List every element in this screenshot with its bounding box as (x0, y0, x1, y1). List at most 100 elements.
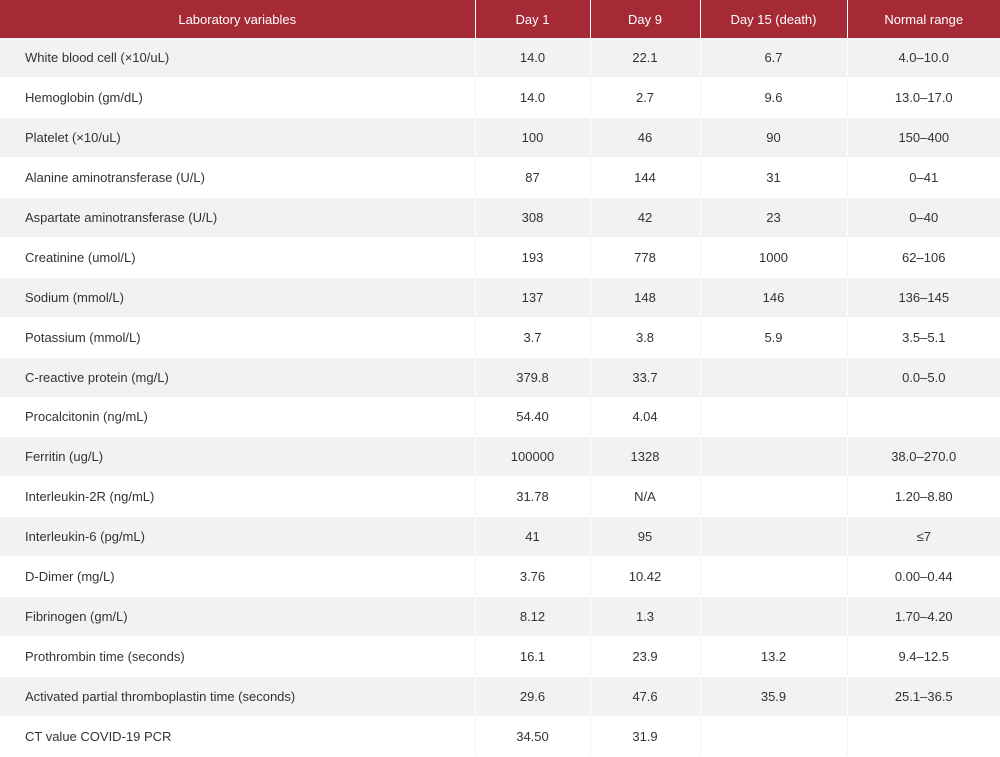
day-1-cell: 16.1 (475, 636, 591, 677)
variable-cell: D-Dimer (mg/L) (0, 556, 476, 597)
day-9-cell: 4.04 (590, 397, 701, 438)
header-row: Laboratory variables Day 1 Day 9 Day 15 … (0, 0, 1000, 38)
day-9-cell: 10.42 (590, 556, 701, 597)
day-9-cell: 144 (590, 157, 701, 199)
table-body: White blood cell (×10/uL) 14.0 22.1 6.7 4.0–… (0, 38, 1000, 757)
normal-range-cell: 9.4–12.5 (847, 636, 1000, 677)
day-15-cell (700, 716, 848, 757)
variable-cell: Fibrinogen (gm/L) (0, 596, 476, 637)
table-row: Hemoglobin (gm/dL) 14.0 2.7 9.6 13.0–17.0 (0, 77, 1000, 119)
column-header-day-15: Day 15 (death) (700, 0, 848, 38)
table-row: Procalcitonin (ng/mL) 54.40 4.04 (0, 397, 1000, 438)
day-1-cell: 41 (475, 516, 591, 558)
column-header-normal-range: Normal range (847, 0, 1000, 38)
table-row: Prothrombin time (seconds) 16.1 23.9 13.2 9.… (0, 636, 1000, 677)
day-1-cell: 100000 (475, 436, 591, 478)
day-15-cell: 9.6 (700, 77, 848, 119)
variable-cell: C-reactive protein (mg/L) (0, 357, 476, 398)
day-9-cell: 1.3 (590, 596, 701, 637)
day-1-cell: 137 (475, 277, 591, 318)
normal-range-cell (847, 716, 1000, 757)
table-row: White blood cell (×10/uL) 14.0 22.1 6.7 4.0–… (0, 38, 1000, 79)
day-9-cell: 1328 (590, 436, 701, 478)
table-row: C-reactive protein (mg/L) 379.8 33.7 0.0–5.… (0, 357, 1000, 398)
day-1-cell: 14.0 (475, 38, 591, 79)
table-row: Sodium (mmol/L) 137 148 146 136–145 (0, 277, 1000, 318)
table-row: Interleukin-6 (pg/mL) 41 95 ≤7 (0, 516, 1000, 558)
table-row: Fibrinogen (gm/L) 8.12 1.3 1.70–4.20 (0, 596, 1000, 637)
day-15-cell: 6.7 (700, 38, 848, 79)
variable-cell: Ferritin (ug/L) (0, 436, 476, 478)
normal-range-cell: ≤7 (847, 516, 1000, 558)
variable-cell: Activated partial thromboplastin time (s… (0, 676, 476, 717)
variable-cell: Prothrombin time (seconds) (0, 636, 476, 677)
day-15-cell (700, 556, 848, 597)
day-15-cell: 35.9 (700, 676, 848, 717)
day-1-cell: 34.50 (475, 716, 591, 757)
day-1-cell: 31.78 (475, 476, 591, 518)
normal-range-cell: 13.0–17.0 (847, 77, 1000, 119)
normal-range-cell: 4.0–10.0 (847, 38, 1000, 79)
day-15-cell: 90 (700, 117, 848, 159)
variable-cell: Aspartate aminotransferase (U/L) (0, 197, 476, 238)
day-9-cell: 95 (590, 516, 701, 558)
variable-cell: Creatinine (umol/L) (0, 237, 476, 278)
day-15-cell: 13.2 (700, 636, 848, 677)
day-15-cell: 23 (700, 197, 848, 238)
normal-range-cell: 1.70–4.20 (847, 596, 1000, 637)
day-9-cell: 47.6 (590, 676, 701, 717)
normal-range-cell: 3.5–5.1 (847, 317, 1000, 358)
variable-cell: CT value COVID-19 PCR (0, 716, 476, 757)
variable-cell: Interleukin-2R (ng/mL) (0, 476, 476, 518)
table-row: Creatinine (umol/L) 193 778 1000 62–106 (0, 237, 1000, 278)
day-9-cell: 23.9 (590, 636, 701, 677)
normal-range-cell: 0.00–0.44 (847, 556, 1000, 597)
day-9-cell: 42 (590, 197, 701, 238)
day-15-cell: 146 (700, 277, 848, 318)
day-15-cell (700, 596, 848, 637)
variable-cell: Alanine aminotransferase (U/L) (0, 157, 476, 199)
column-header-day-1: Day 1 (475, 0, 591, 38)
day-9-cell: 22.1 (590, 38, 701, 79)
normal-range-cell: 25.1–36.5 (847, 676, 1000, 717)
variable-cell: White blood cell (×10/uL) (0, 38, 476, 79)
day-9-cell: N/A (590, 476, 701, 518)
column-header-day-9: Day 9 (590, 0, 701, 38)
day-15-cell: 5.9 (700, 317, 848, 358)
day-9-cell: 33.7 (590, 357, 701, 398)
normal-range-cell: 0–41 (847, 157, 1000, 199)
variable-cell: Sodium (mmol/L) (0, 277, 476, 318)
normal-range-cell (847, 397, 1000, 438)
variable-cell: Procalcitonin (ng/mL) (0, 397, 476, 438)
day-1-cell: 3.7 (475, 317, 591, 358)
day-15-cell: 1000 (700, 237, 848, 278)
day-9-cell: 31.9 (590, 716, 701, 757)
normal-range-cell: 136–145 (847, 277, 1000, 318)
normal-range-cell: 0–40 (847, 197, 1000, 238)
table-row: Ferritin (ug/L) 100000 1328 38.0–270.0 (0, 436, 1000, 478)
table-row: Interleukin-2R (ng/mL) 31.78 N/A 1.20–8.80 (0, 476, 1000, 518)
normal-range-cell: 38.0–270.0 (847, 436, 1000, 478)
normal-range-cell: 62–106 (847, 237, 1000, 278)
day-1-cell: 8.12 (475, 596, 591, 637)
day-1-cell: 3.76 (475, 556, 591, 597)
day-15-cell: 31 (700, 157, 848, 199)
day-1-cell: 87 (475, 157, 591, 199)
day-1-cell: 100 (475, 117, 591, 159)
day-1-cell: 379.8 (475, 357, 591, 398)
variable-cell: Hemoglobin (gm/dL) (0, 77, 476, 119)
table-row: Activated partial thromboplastin time (s… (0, 676, 1000, 717)
normal-range-cell: 1.20–8.80 (847, 476, 1000, 518)
day-15-cell (700, 436, 848, 478)
table-row: D-Dimer (mg/L) 3.76 10.42 0.00–0.44 (0, 556, 1000, 597)
variable-cell: Interleukin-6 (pg/mL) (0, 516, 476, 558)
variable-cell: Potassium (mmol/L) (0, 317, 476, 358)
day-15-cell (700, 397, 848, 438)
day-1-cell: 14.0 (475, 77, 591, 119)
day-1-cell: 54.40 (475, 397, 591, 438)
table-row: CT value COVID-19 PCR 34.50 31.9 (0, 716, 1000, 757)
day-9-cell: 3.8 (590, 317, 701, 358)
day-9-cell: 778 (590, 237, 701, 278)
day-9-cell: 2.7 (590, 77, 701, 119)
table-row: Alanine aminotransferase (U/L) 87 144 31 0–4… (0, 157, 1000, 199)
